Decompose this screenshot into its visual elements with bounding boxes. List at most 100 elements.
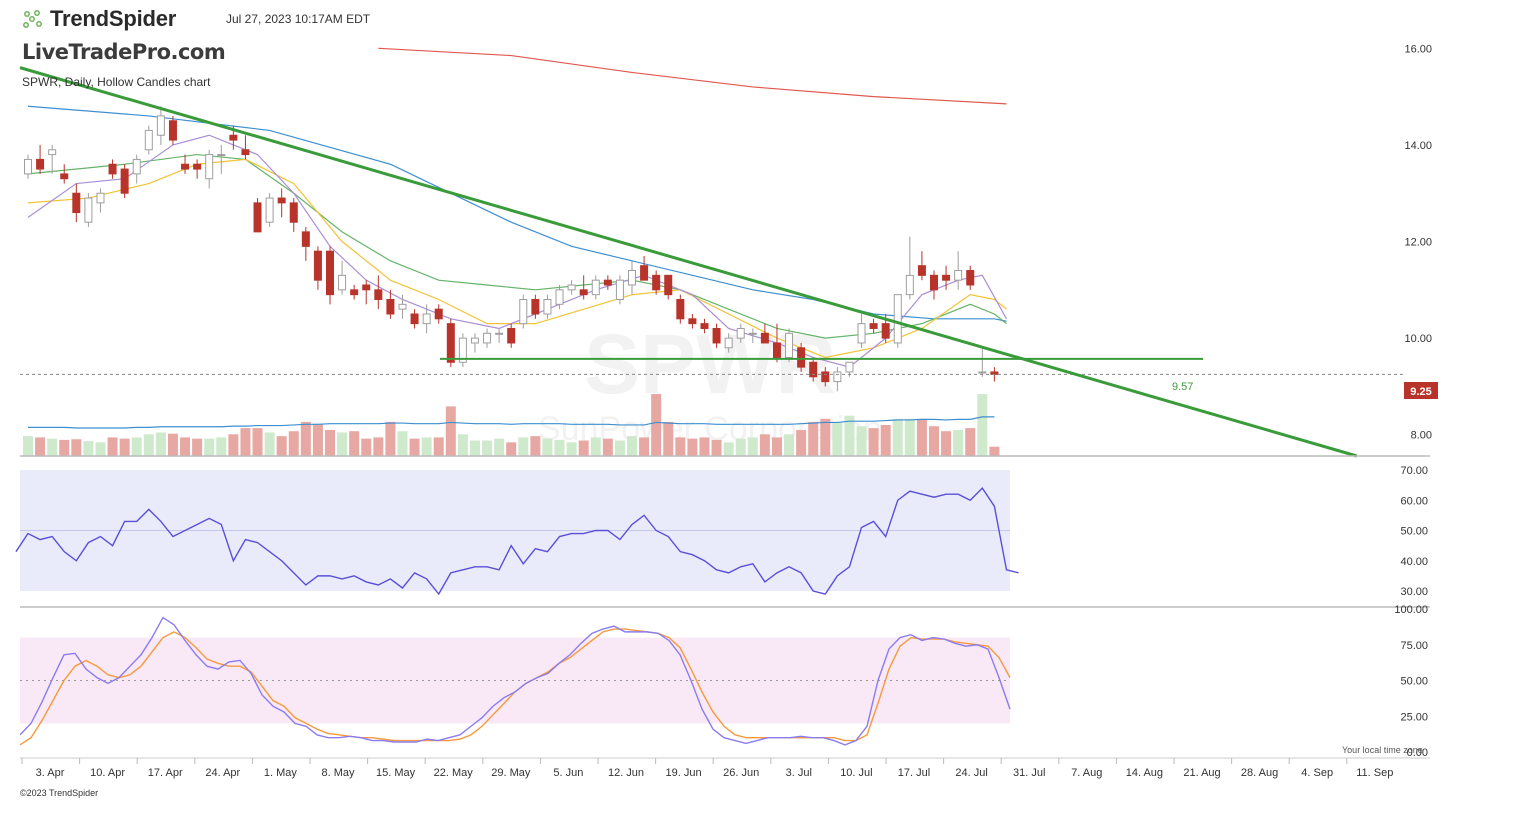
candle-body xyxy=(120,168,129,194)
volume-bar xyxy=(820,418,831,456)
candle-body xyxy=(930,274,938,291)
volume-bar xyxy=(264,432,275,456)
support-level-label: 9.57 xyxy=(1172,381,1194,393)
volume-bar xyxy=(542,438,553,456)
candle-body xyxy=(410,313,419,325)
volume-bar xyxy=(494,438,505,456)
candle-body xyxy=(422,313,431,325)
volume-bar xyxy=(47,438,58,456)
volume-bar xyxy=(276,436,287,456)
candle-body xyxy=(386,298,395,315)
candle-body xyxy=(809,361,818,378)
volume-bar xyxy=(844,415,855,456)
price-pane[interactable]: 16.00 14.00 12.00 10.00 8.00 xyxy=(19,43,1432,458)
x-axis-label: 10. Jul xyxy=(840,767,872,779)
x-axis-label: 19. Jun xyxy=(666,767,702,779)
rsi-y-tick: 50.00 xyxy=(1400,526,1428,538)
volume-bar xyxy=(252,428,263,456)
candle-body xyxy=(301,231,310,247)
candle-body xyxy=(338,274,347,291)
volume-bar xyxy=(747,437,758,456)
candle-body xyxy=(615,279,624,300)
candle-body xyxy=(289,202,298,223)
stochastic-y-tick: 0.00 xyxy=(1407,747,1428,759)
candle-body xyxy=(603,279,612,286)
x-axis-label: 3. Apr xyxy=(36,767,65,779)
x-axis-label: 28. Aug xyxy=(1241,767,1278,779)
price-y-tick: 16.00 xyxy=(1404,43,1432,55)
candle-body xyxy=(772,342,781,358)
volume-bar xyxy=(868,428,879,456)
stochastic-y-tick: 75.00 xyxy=(1400,640,1428,652)
x-axis-label: 17. Apr xyxy=(148,767,183,779)
candle-body xyxy=(640,265,649,281)
volume-bar xyxy=(518,437,529,456)
candle-body xyxy=(845,361,854,373)
chart-description: SPWR, Daily, Hollow Candles chart xyxy=(22,75,211,89)
volume-bar xyxy=(566,442,577,456)
candle-body xyxy=(785,332,794,358)
x-axis-label: 24. Jul xyxy=(955,767,987,779)
candle-body xyxy=(857,323,866,344)
candle-body xyxy=(797,347,806,368)
volume-bar xyxy=(71,439,82,456)
ma50-line xyxy=(27,105,1007,322)
candle-body xyxy=(495,332,504,335)
rsi-line xyxy=(15,487,1019,596)
candle-body xyxy=(507,327,516,344)
candle-body xyxy=(760,332,769,344)
brand-watermark: LiveTradePro.com xyxy=(22,40,226,64)
candle-body xyxy=(48,149,57,156)
x-axis-label: 7. Aug xyxy=(1071,767,1102,779)
volume-bar xyxy=(808,421,819,456)
stochastic-k-line xyxy=(19,616,1011,746)
volume-bar xyxy=(288,431,299,456)
candle-body xyxy=(676,298,685,320)
volume-bar xyxy=(784,434,795,456)
x-axis-label: 24. Apr xyxy=(205,767,240,779)
x-axis-label: 10. Apr xyxy=(90,767,125,779)
volume-bar xyxy=(663,421,674,456)
volume-bar xyxy=(457,434,468,456)
volume-bar xyxy=(445,406,456,456)
stochastic-y-tick: 25.00 xyxy=(1400,711,1428,723)
candle-body xyxy=(84,197,93,223)
timezone-note: Your local time zone xyxy=(1342,745,1423,755)
x-axis-label: 26. Jun xyxy=(723,767,759,779)
price-y-tick: 14.00 xyxy=(1404,140,1432,152)
volume-bar xyxy=(530,436,541,456)
volume-bar xyxy=(614,440,625,456)
volume-bar xyxy=(180,437,191,456)
candle-body xyxy=(434,308,443,320)
copyright: ©2023 TrendSpider xyxy=(20,788,99,798)
volume-bar xyxy=(711,439,722,456)
volume-bar xyxy=(989,446,1000,456)
current-price-badge: 9.25 xyxy=(1404,382,1438,399)
candle-body xyxy=(36,158,45,170)
volume-bar xyxy=(385,421,396,456)
volume-bar xyxy=(916,418,927,456)
candle-body xyxy=(736,327,745,339)
candle-body xyxy=(265,197,274,223)
x-axis-label: 29. May xyxy=(491,767,531,779)
volume-bar xyxy=(83,441,94,456)
volume-bar xyxy=(856,426,867,456)
volume-bar xyxy=(953,429,964,456)
volume-bar xyxy=(373,437,384,456)
candle-body xyxy=(458,337,467,363)
rsi-pane[interactable]: 70.00 60.00 50.00 40.00 30.00 xyxy=(15,465,1430,608)
x-axis: 3. Apr 10. Apr 17. Apr 24. Apr 1. May 8. May 1… xyxy=(20,757,1430,779)
volume-bar xyxy=(699,437,710,456)
candle-body xyxy=(60,173,69,180)
volume-bar xyxy=(627,436,637,456)
volume-bar xyxy=(167,433,178,456)
x-axis-label: 17. Jul xyxy=(898,767,930,779)
candle-body xyxy=(72,192,81,214)
candle-body xyxy=(567,284,576,291)
candle-body xyxy=(579,289,588,296)
stochastic-band xyxy=(20,637,1010,724)
volume-bar xyxy=(832,421,843,456)
volume-bar xyxy=(904,418,915,456)
stochastic-pane[interactable]: 100.00 75.00 50.00 25.00 0.00 xyxy=(19,604,1428,759)
